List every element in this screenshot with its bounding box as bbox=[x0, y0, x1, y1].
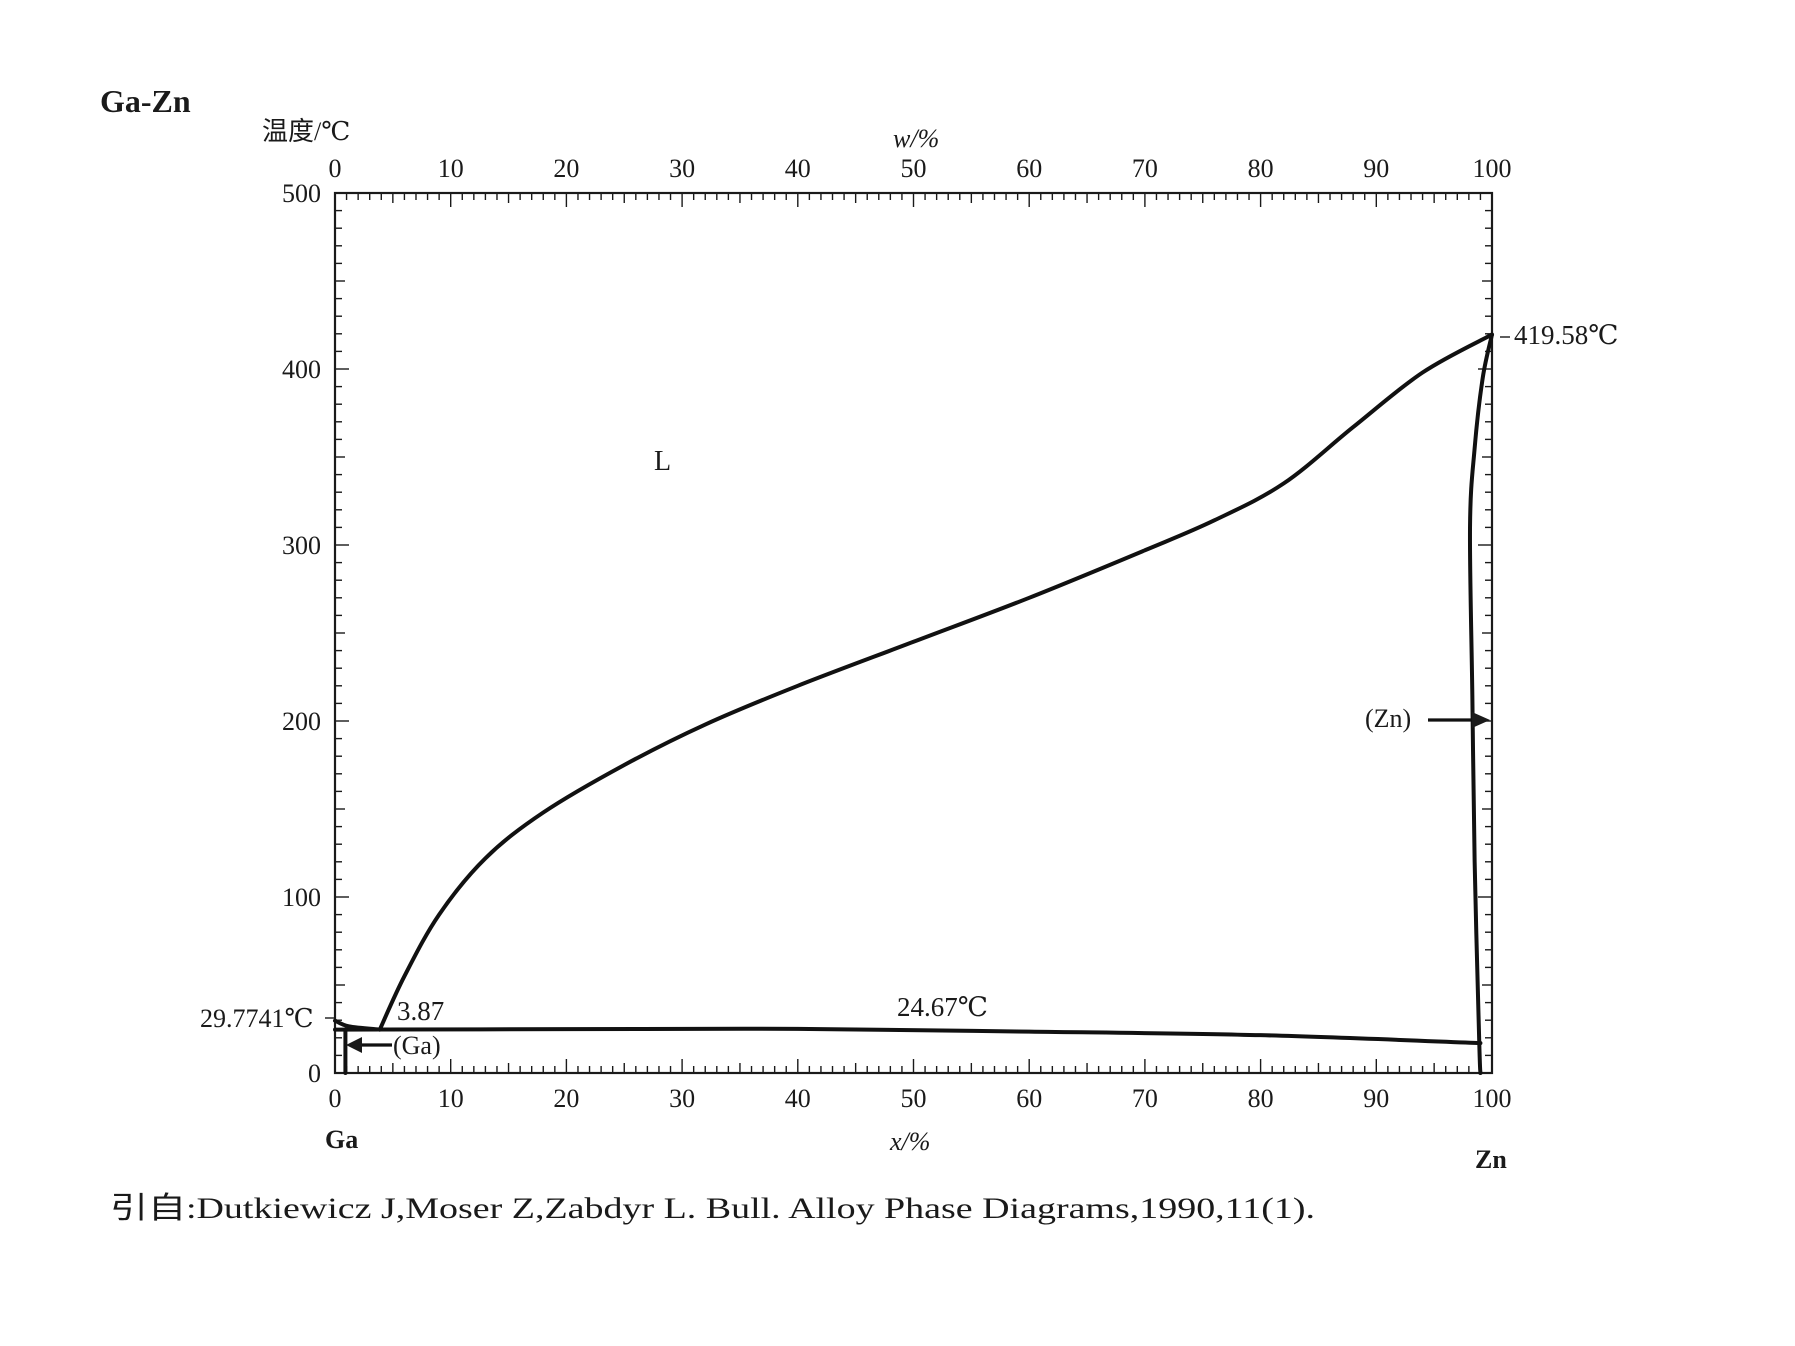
eutectic-composition-label: 3.87 bbox=[397, 996, 444, 1026]
x-tick-label-bottom: 10 bbox=[438, 1084, 464, 1113]
x-tick-label-top: 0 bbox=[329, 154, 342, 183]
curve-liquidus bbox=[377, 332, 1494, 1032]
chart-title: Ga-Zn bbox=[100, 83, 191, 119]
y-tick-label: 200 bbox=[282, 707, 321, 736]
eutectic-temperature-label: 24.67℃ bbox=[897, 992, 988, 1022]
ga-melting-point-label: 29.7741℃ bbox=[200, 1004, 314, 1033]
citation: 引自:Dutkiewicz J,Moser Z,Zabdyr L. Bull. … bbox=[110, 1192, 1315, 1225]
x-tick-label-bottom: 0 bbox=[329, 1084, 342, 1113]
x-tick-label-bottom: 80 bbox=[1248, 1084, 1274, 1113]
x-tick-label-top: 60 bbox=[1016, 154, 1042, 183]
plot-border bbox=[333, 191, 1494, 1075]
x-tick-label-top: 100 bbox=[1473, 154, 1512, 183]
y-tick-label: 0 bbox=[308, 1059, 321, 1088]
zn-phase-arrow bbox=[1428, 712, 1490, 728]
x-tick-label-bottom: 40 bbox=[785, 1084, 811, 1113]
x-tick-label-bottom: 30 bbox=[669, 1084, 695, 1113]
x-tick-label-bottom: 100 bbox=[1473, 1084, 1512, 1113]
x-tick-label-top: 20 bbox=[553, 154, 579, 183]
x-tick-label-bottom: 90 bbox=[1363, 1084, 1389, 1113]
x-tick-label-top: 30 bbox=[669, 154, 695, 183]
y-axis-label: 温度/℃ bbox=[262, 117, 350, 146]
curve-eutectic-line bbox=[333, 1026, 1483, 1046]
x-tick-label-top: 10 bbox=[438, 154, 464, 183]
x-tick-label-top: 90 bbox=[1363, 154, 1389, 183]
x-axis-label-top: w/% bbox=[893, 124, 939, 153]
y-tick-label: 300 bbox=[282, 531, 321, 560]
zn-melting-point-label: 419.58℃ bbox=[1514, 320, 1618, 350]
ga-phase-arrow bbox=[346, 1037, 392, 1053]
x-tick-label-bottom: 50 bbox=[901, 1084, 927, 1113]
axis-tick-labels: 0 10 20 30 40 50 60 70 80 90 100 0 10 20 30 40 50 60 70 80 9… bbox=[282, 154, 1512, 1113]
x-tick-label-bottom: 60 bbox=[1016, 1084, 1042, 1113]
x-tick-label-top: 70 bbox=[1132, 154, 1158, 183]
x-tick-label-top: 50 bbox=[901, 154, 927, 183]
y-tick-label: 400 bbox=[282, 355, 321, 384]
x-tick-label-bottom: 70 bbox=[1132, 1084, 1158, 1113]
x-axis-label-bottom: x/% bbox=[889, 1127, 930, 1156]
y-tick-label: 100 bbox=[282, 883, 321, 912]
ga-phase-label: (Ga) bbox=[393, 1031, 441, 1060]
element-label-ga: Ga bbox=[325, 1125, 358, 1154]
liquid-region-label: L bbox=[654, 446, 671, 477]
curve-zn-solvus bbox=[1467, 332, 1494, 1075]
y-tick-label: 500 bbox=[282, 179, 321, 208]
x-tick-label-bottom: 20 bbox=[553, 1084, 579, 1113]
axis-ticks bbox=[334, 192, 1493, 1074]
x-tick-label-top: 40 bbox=[785, 154, 811, 183]
x-tick-label-top: 80 bbox=[1248, 154, 1274, 183]
zn-phase-label: (Zn) bbox=[1365, 704, 1411, 733]
plot-frame bbox=[333, 191, 1494, 1075]
curve-ga-solidus bbox=[333, 1018, 382, 1032]
phase-boundaries bbox=[333, 332, 1494, 1075]
element-label-zn: Zn bbox=[1475, 1145, 1507, 1174]
